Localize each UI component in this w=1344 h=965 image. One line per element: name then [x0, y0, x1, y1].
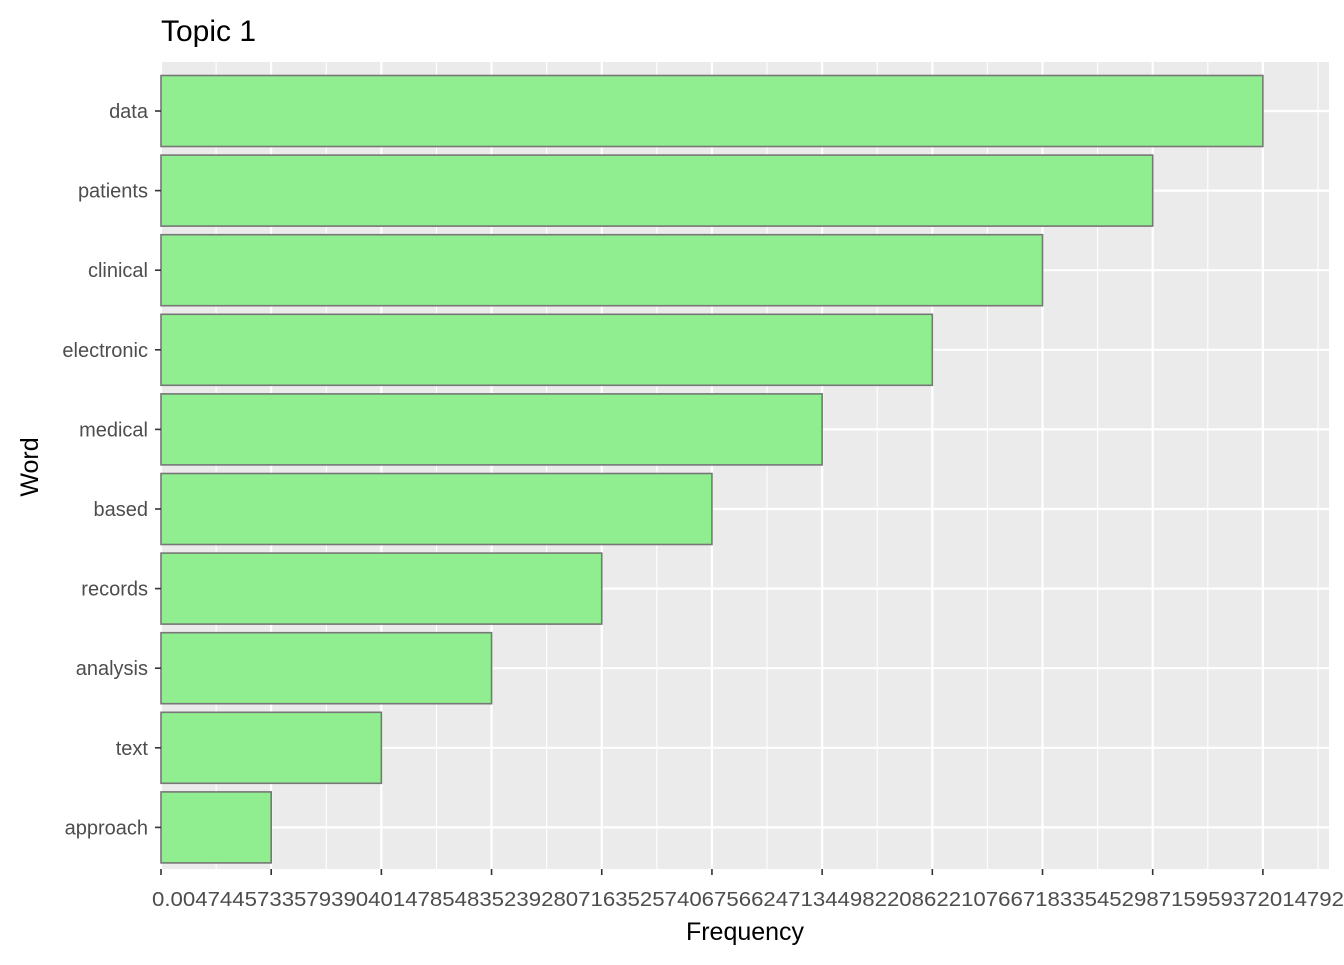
y-axis-label: Word — [16, 437, 44, 496]
y-tick-label-approach: approach — [65, 817, 148, 839]
y-tick-label-patients: patients — [78, 181, 148, 203]
bar-clinical — [160, 233, 1044, 307]
bar-medical — [160, 393, 823, 466]
y-tick-label-analysis: analysis — [76, 658, 148, 680]
bar-approach — [160, 791, 272, 864]
bar-patients — [160, 154, 1154, 227]
y-tick-label-based: based — [94, 499, 149, 521]
bar-analysis — [160, 631, 493, 705]
y-tick-label-clinical: clinical — [88, 260, 148, 282]
y-tick-label-records: records — [81, 579, 148, 601]
bar-based — [160, 472, 713, 546]
y-tick-label-text: text — [116, 738, 149, 760]
x-axis-label: Frequency — [686, 918, 805, 946]
chart-title: Topic 1 — [161, 15, 256, 48]
bar-records — [160, 552, 603, 625]
bar-text — [160, 711, 383, 785]
bar-electronic — [160, 313, 934, 387]
bar-data — [160, 74, 1264, 148]
y-tick-label-data: data — [109, 101, 149, 123]
x-tick-labels: 0.00474457335793904014785483523928071635… — [152, 889, 1344, 911]
y-tick-label-medical: medical — [79, 419, 148, 441]
y-tick-label-electronic: electronic — [62, 340, 148, 362]
